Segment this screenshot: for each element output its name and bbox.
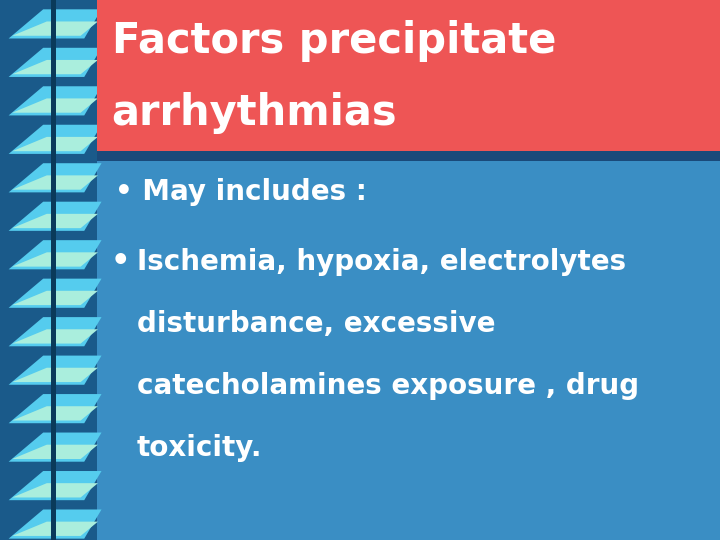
Polygon shape	[12, 22, 98, 36]
Polygon shape	[9, 471, 102, 500]
Text: • May includes :: • May includes :	[115, 178, 367, 206]
Polygon shape	[9, 48, 102, 77]
Text: toxicity.: toxicity.	[137, 434, 262, 462]
Polygon shape	[9, 433, 102, 462]
Text: catecholamines exposure , drug: catecholamines exposure , drug	[137, 372, 639, 400]
Polygon shape	[9, 394, 102, 423]
Text: arrhythmias: arrhythmias	[112, 92, 397, 134]
Polygon shape	[9, 355, 102, 384]
Polygon shape	[12, 60, 98, 74]
Polygon shape	[12, 291, 98, 305]
Polygon shape	[9, 86, 102, 116]
Polygon shape	[9, 317, 102, 346]
Polygon shape	[12, 406, 98, 421]
Bar	[97, 151, 720, 161]
Polygon shape	[9, 240, 102, 269]
Polygon shape	[12, 483, 98, 497]
Polygon shape	[12, 522, 98, 536]
Polygon shape	[12, 98, 98, 113]
Polygon shape	[9, 201, 102, 231]
Text: Ischemia, hypoxia, electrolytes: Ischemia, hypoxia, electrolytes	[137, 248, 626, 276]
Polygon shape	[12, 368, 98, 382]
Text: Factors precipitate: Factors precipitate	[112, 20, 556, 62]
Polygon shape	[9, 125, 102, 154]
Polygon shape	[12, 137, 98, 151]
Bar	[0, 0, 97, 540]
Polygon shape	[12, 252, 98, 267]
Polygon shape	[12, 214, 98, 228]
Bar	[50, 0, 56, 540]
Text: disturbance, excessive: disturbance, excessive	[137, 310, 495, 338]
Polygon shape	[9, 163, 102, 192]
Bar	[97, 0, 720, 151]
Polygon shape	[9, 279, 102, 308]
Polygon shape	[12, 176, 98, 190]
Polygon shape	[9, 509, 102, 538]
Polygon shape	[12, 329, 98, 343]
Polygon shape	[12, 444, 98, 459]
Text: •: •	[110, 247, 130, 276]
Polygon shape	[9, 9, 102, 38]
